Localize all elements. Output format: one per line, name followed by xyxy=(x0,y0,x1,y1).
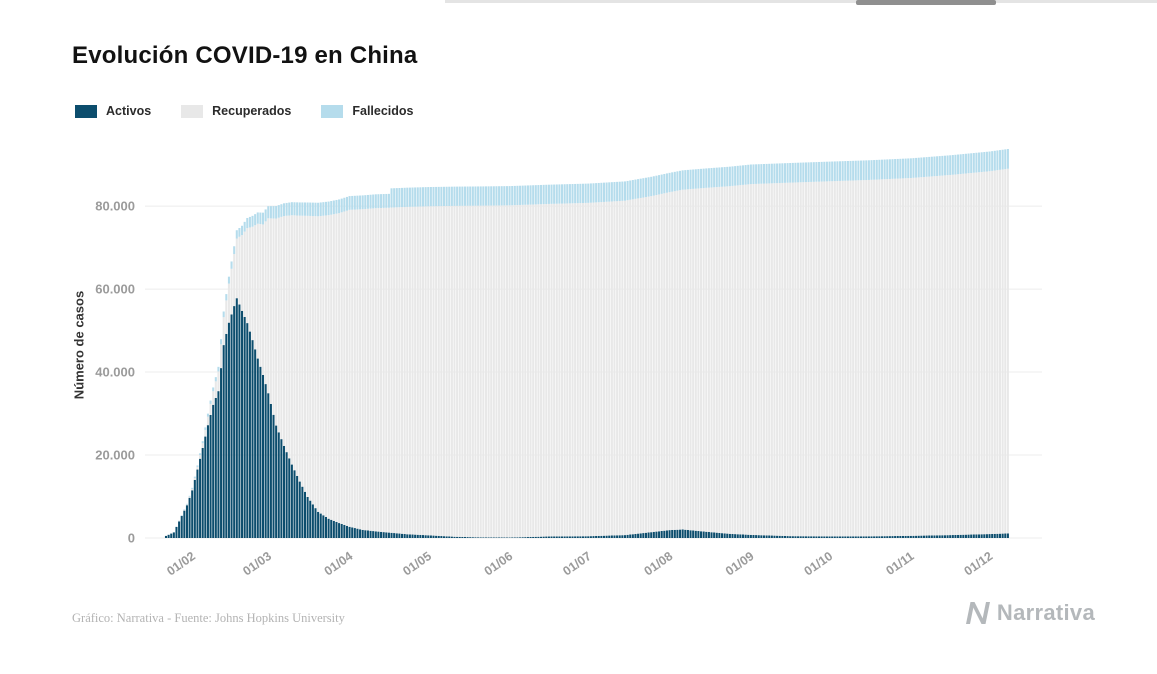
svg-text:80.000: 80.000 xyxy=(95,199,135,214)
legend-item-recuperados: Recuperados xyxy=(181,104,291,118)
svg-text:01/04: 01/04 xyxy=(322,549,356,578)
narrativa-logo-icon xyxy=(965,602,990,624)
svg-text:0: 0 xyxy=(128,531,135,546)
svg-text:01/02: 01/02 xyxy=(164,549,198,578)
narrativa-logo: Narrativa xyxy=(965,600,1095,626)
chart-title: Evolución COVID-19 en China xyxy=(72,42,418,69)
legend-swatch-fallecidos-icon xyxy=(321,104,344,118)
svg-text:01/05: 01/05 xyxy=(400,549,434,578)
legend-item-activos: Activos xyxy=(75,104,151,118)
svg-text:01/06: 01/06 xyxy=(482,549,516,578)
source-credit: Gráfico: Narrativa - Fuente: Johns Hopki… xyxy=(72,611,345,625)
svg-text:01/03: 01/03 xyxy=(240,549,274,578)
legend-item-fallecidos: Fallecidos xyxy=(321,104,414,118)
svg-text:40.000: 40.000 xyxy=(95,365,135,380)
chart-legend: Activos Recuperados Fallecidos xyxy=(75,104,414,118)
svg-text:01/12: 01/12 xyxy=(962,549,996,578)
svg-text:01/10: 01/10 xyxy=(802,549,836,578)
svg-text:01/09: 01/09 xyxy=(723,549,757,578)
legend-swatch-activos-icon xyxy=(75,104,97,118)
svg-text:01/11: 01/11 xyxy=(883,549,916,578)
legend-label-recuperados: Recuperados xyxy=(212,104,292,118)
legend-label-fallecidos: Fallecidos xyxy=(352,104,414,118)
horizontal-scrollbar-thumb[interactable] xyxy=(856,0,996,5)
narrativa-logo-text: Narrativa xyxy=(996,600,1095,625)
legend-label-activos: Activos xyxy=(106,104,152,118)
svg-text:01/08: 01/08 xyxy=(642,549,676,578)
svg-text:60.000: 60.000 xyxy=(95,282,135,297)
svg-text:20.000: 20.000 xyxy=(95,448,135,463)
legend-swatch-recuperados-icon xyxy=(181,104,204,118)
svg-text:01/07: 01/07 xyxy=(560,549,594,578)
horizontal-scrollbar-track[interactable] xyxy=(445,0,1157,3)
